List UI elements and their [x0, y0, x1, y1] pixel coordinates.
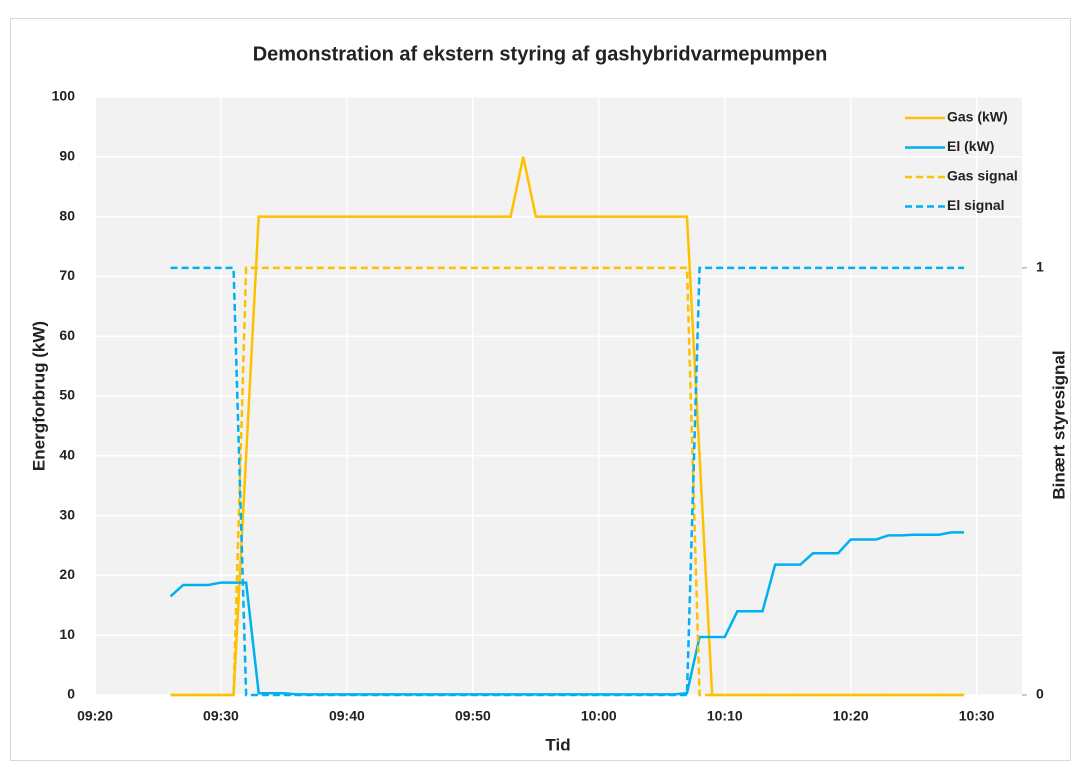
chart-title: Demonstration af ekstern styring af gash…	[253, 43, 828, 65]
x-tick-label: 10:10	[707, 708, 743, 724]
x-tick-label: 09:50	[455, 708, 491, 724]
y2-tick-label: 1	[1036, 259, 1044, 275]
y-tick-label: 20	[59, 566, 75, 582]
x-tick-label: 10:30	[959, 708, 995, 724]
series-line	[170, 266, 965, 697]
x-tick-label: 10:20	[833, 708, 869, 724]
x-tick-label: 10:00	[581, 708, 617, 724]
y2-axis-label: Binært styresignal	[1049, 350, 1068, 499]
x-tick-label: 09:20	[77, 708, 113, 724]
x-tick-label: 09:40	[329, 708, 365, 724]
y-tick-label: 10	[59, 626, 75, 642]
x-axis-label: Tid	[545, 735, 570, 754]
series-line	[170, 266, 965, 697]
legend-label: Gas signal	[947, 168, 1018, 184]
legend-label: El (kW)	[947, 138, 994, 154]
y2-tick-label: 0	[1036, 686, 1044, 702]
y-axis-label: Energforbrug (kW)	[29, 321, 48, 471]
y-tick-label: 40	[59, 447, 75, 463]
y-tick-label: 90	[59, 148, 75, 164]
y-tick-label: 0	[67, 686, 75, 702]
legend-label: El signal	[947, 197, 1005, 213]
y-tick-label: 70	[59, 267, 75, 283]
legend-label: Gas (kW)	[947, 109, 1008, 125]
y-tick-label: 60	[59, 327, 75, 343]
x-tick-label: 09:30	[203, 708, 239, 724]
y-tick-label: 50	[59, 387, 75, 403]
series-line	[169, 531, 965, 696]
y-tick-label: 100	[52, 88, 76, 104]
y-tick-label: 30	[59, 506, 75, 522]
y-tick-label: 80	[59, 207, 75, 223]
